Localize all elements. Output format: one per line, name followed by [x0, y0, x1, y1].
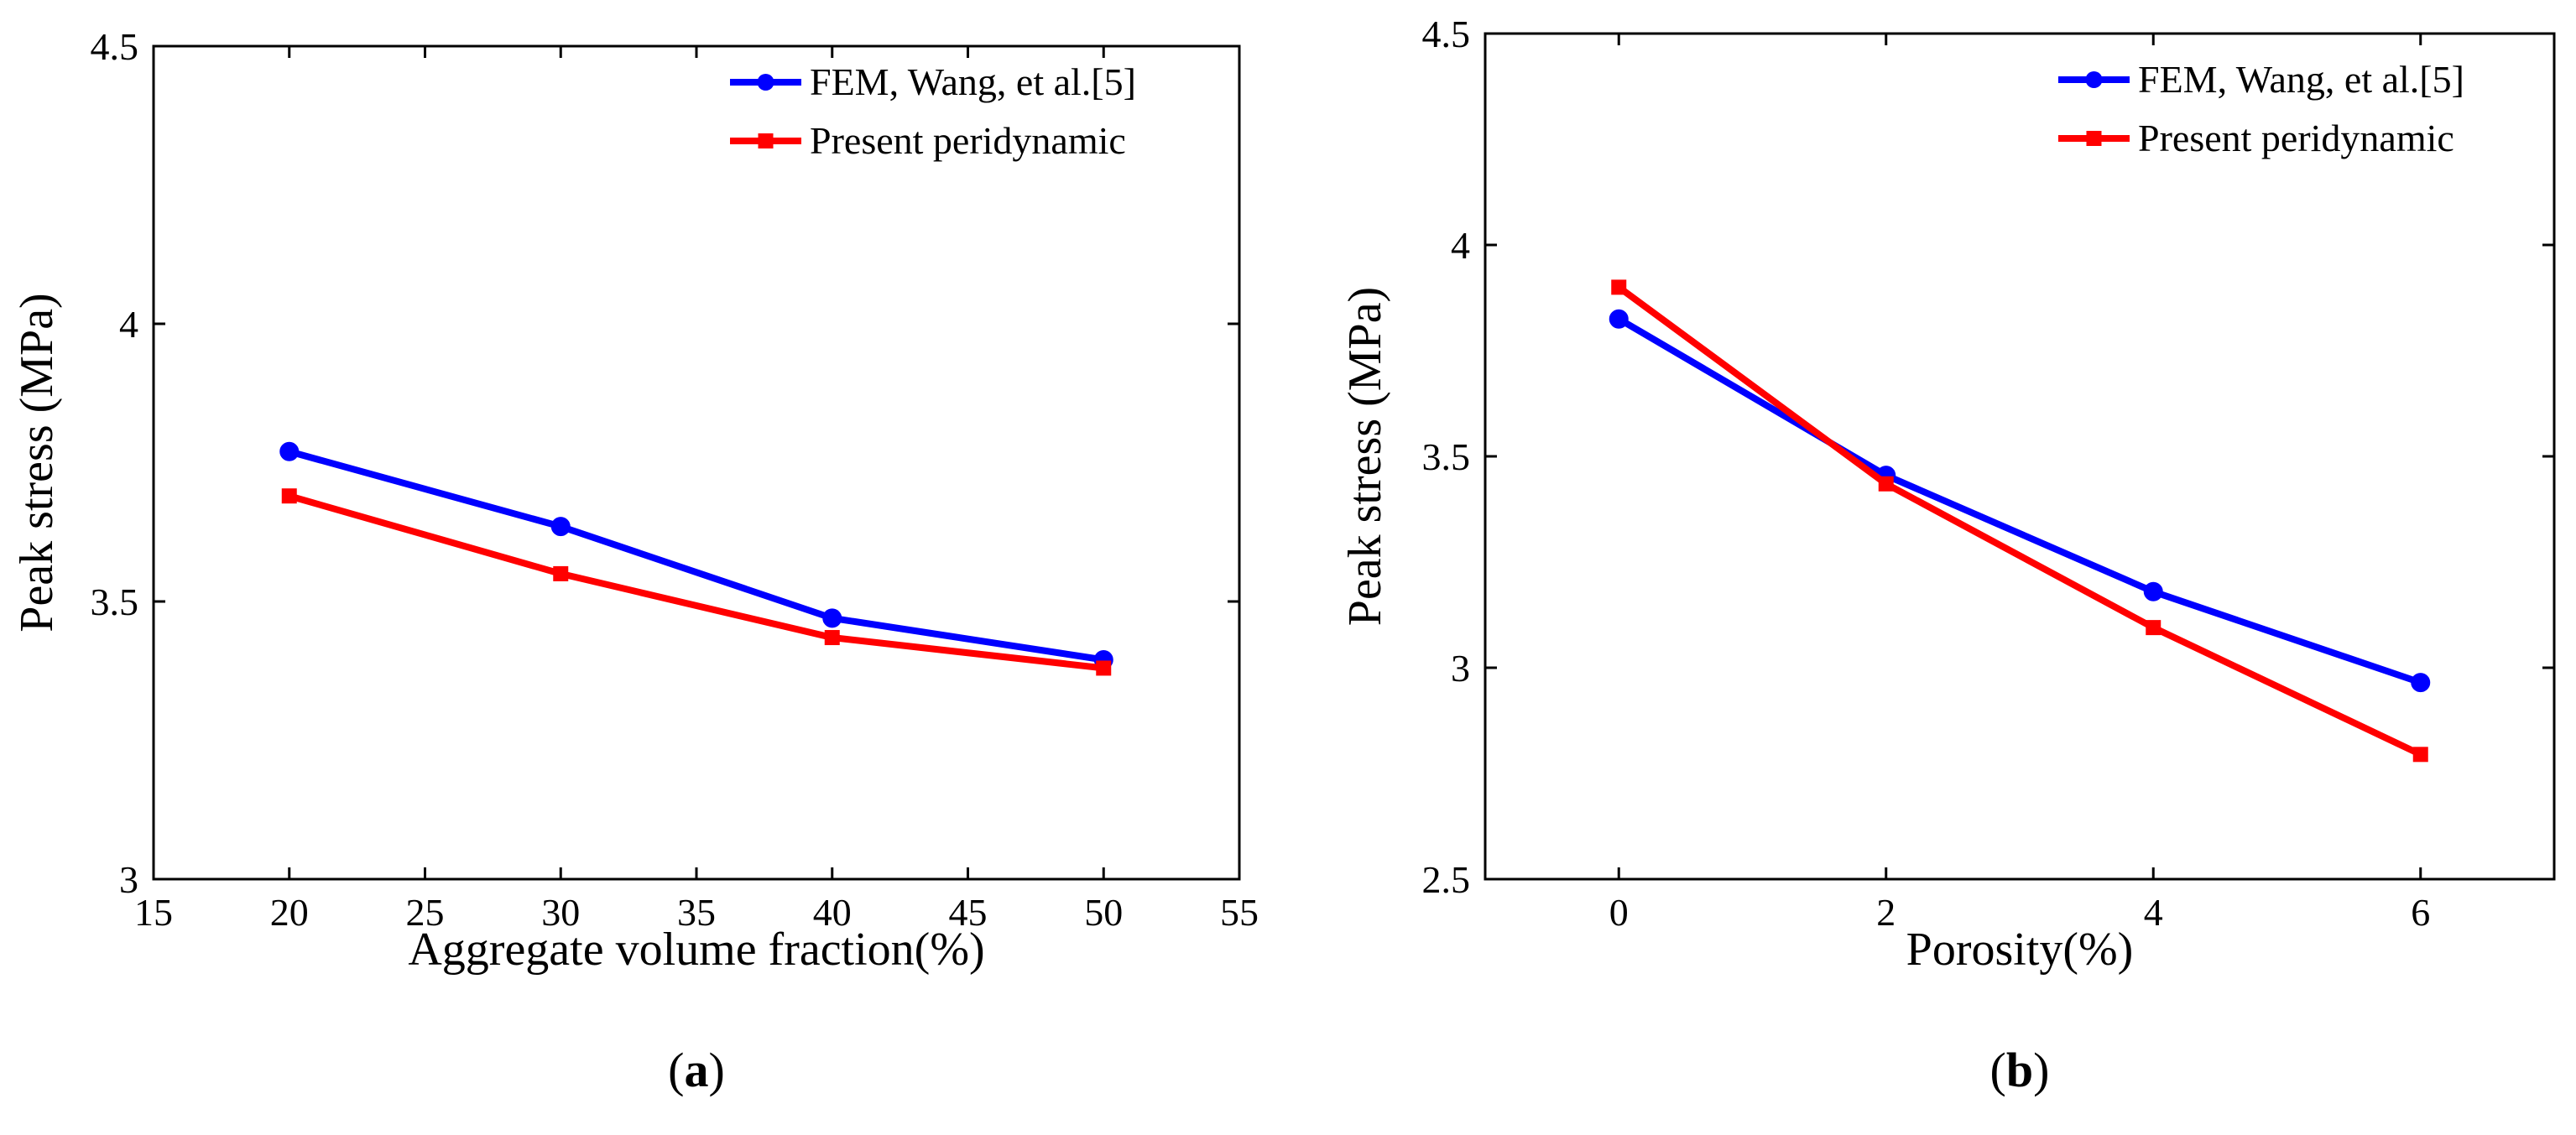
- legend-label: FEM, Wang, et al.[5]: [2138, 58, 2464, 101]
- x-tick-label: 20: [270, 891, 309, 934]
- y-tick-label: 2.5: [1422, 858, 1471, 901]
- data-point-peridynamic: [1611, 279, 1627, 295]
- x-tick-label: 4: [2144, 891, 2163, 934]
- x-tick-label: 45: [949, 891, 988, 934]
- x-tick-label: 50: [1084, 891, 1123, 934]
- series-line-fem: [288, 448, 1104, 664]
- y-tick-label: 3.5: [1422, 435, 1471, 478]
- legend-marker-square: [758, 133, 774, 148]
- legend-marker-circle: [2085, 71, 2103, 88]
- panel-label: (b): [1990, 1043, 2050, 1097]
- x-tick-label: 15: [134, 891, 173, 934]
- panel-label: (a): [668, 1043, 725, 1097]
- data-point-peridynamic: [1096, 660, 1112, 676]
- data-point-peridynamic: [553, 565, 569, 581]
- data-point-fem: [822, 608, 842, 628]
- data-point-fem: [550, 517, 571, 537]
- legend: FEM, Wang, et al.[5] Present peridynamic: [2058, 58, 2464, 159]
- x-tick-label: 6: [2411, 891, 2430, 934]
- plot-frame: [152, 44, 1241, 881]
- data-point-fem: [279, 441, 300, 461]
- y-axis-label: Peak stress (MPa): [1339, 287, 1391, 626]
- series-line-peridynamic: [288, 492, 1104, 672]
- x-tick-label: 35: [677, 891, 716, 934]
- data-point-peridynamic: [2146, 620, 2161, 636]
- legend-marker-square: [2086, 131, 2102, 146]
- x-tick-label: 0: [1609, 891, 1629, 934]
- legend-label: FEM, Wang, et al.[5]: [810, 60, 1136, 103]
- data-point-peridynamic: [1878, 476, 1894, 492]
- y-tick-label: 3: [119, 858, 138, 901]
- y-tick-label: 4: [119, 303, 138, 346]
- y-axis-label: Peak stress (MPa): [11, 293, 63, 632]
- y-tick-label: 4.5: [1422, 13, 1471, 55]
- y-tick-label: 4.5: [91, 25, 139, 68]
- y-tick-label: 4: [1451, 224, 1470, 267]
- data-point-peridynamic: [2412, 747, 2428, 763]
- data-point-peridynamic: [281, 488, 297, 504]
- series-line-fem: [1617, 315, 2422, 686]
- legend-label: Present peridynamic: [810, 119, 1126, 162]
- data-point-peridynamic: [824, 630, 840, 646]
- data-point-fem: [2411, 673, 2431, 693]
- legend-label: Present peridynamic: [2138, 117, 2454, 159]
- x-tick-label: 2: [1876, 891, 1895, 934]
- x-axis-label: Porosity(%): [1906, 924, 2134, 976]
- legend: FEM, Wang, et al.[5] Present peridynamic: [730, 60, 1136, 162]
- plot-frame: [1484, 32, 2556, 881]
- x-tick-label: 25: [406, 891, 445, 934]
- x-tick-label: 40: [813, 891, 852, 934]
- x-axis-label: Aggregate volume fraction(%): [408, 924, 984, 976]
- series-line-peridynamic: [1616, 284, 2422, 758]
- data-point-fem: [2143, 581, 2163, 601]
- y-tick-label: 3.5: [91, 581, 139, 623]
- chart-panel-b: 0 2 4 6 2.5 3 3.5 4 4.5 Porosity(%) Peak stress (M…: [1339, 13, 2556, 1097]
- x-tick-label: 55: [1220, 891, 1259, 934]
- chart-panel-a: 15 20 25 30 35 40 45 50 55 3 3.5 4 4.5 Aggregate volu…: [11, 25, 1259, 1097]
- data-point-fem: [1609, 309, 1629, 329]
- x-tick-label: 30: [541, 891, 580, 934]
- legend-marker-circle: [757, 74, 774, 91]
- y-tick-label: 3: [1451, 647, 1470, 690]
